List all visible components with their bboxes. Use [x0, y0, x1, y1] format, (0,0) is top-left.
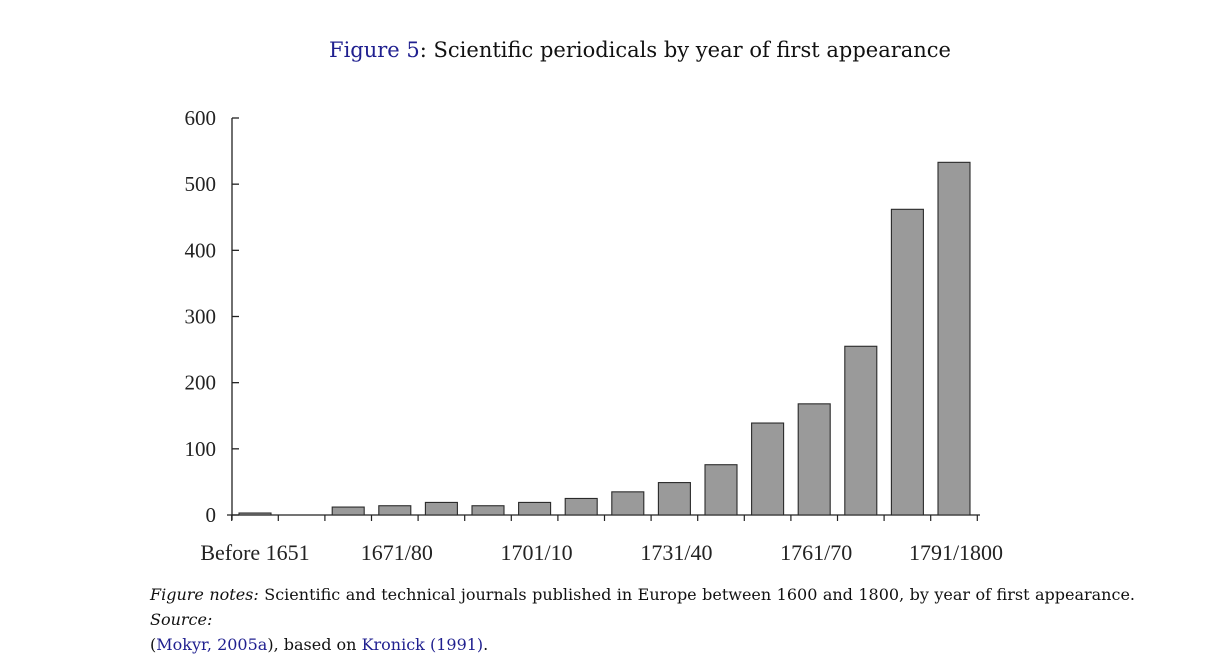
- bar-1671-80: [378, 505, 412, 516]
- bar-1731-40: [657, 482, 691, 516]
- notes-text: Scientific and technical journals publis…: [264, 585, 1136, 604]
- y-tick-label: 500: [185, 172, 217, 196]
- x-tick-label: 1761/70: [780, 540, 852, 565]
- bar-1701-10: [518, 501, 552, 516]
- bar-1791-1800: [937, 161, 971, 516]
- figure-notes: Figure notes: Scientific and technical j…: [150, 582, 1135, 657]
- y-tick-label: 600: [185, 106, 217, 130]
- figure-label-separator: :: [419, 38, 427, 62]
- figure-title: Figure 5: Scientific periodicals by year…: [0, 38, 1220, 62]
- bar-chart: 0 100 200 300 400 500 600 Before 1651 1671/80 17…: [185, 106, 1004, 565]
- y-tick-label: 0: [206, 503, 217, 527]
- y-axis: 0 100 200 300 400 500 600: [185, 106, 239, 527]
- bar-1681-90: [424, 501, 458, 516]
- bars: [238, 161, 971, 516]
- bar-before-1651: [238, 512, 272, 516]
- notes-label: Figure notes:: [150, 585, 259, 604]
- bar-1771-80: [844, 345, 878, 516]
- bar-1661-70: [331, 506, 365, 516]
- y-tick-label: 100: [185, 437, 217, 461]
- x-tick-label: 1791/1800: [909, 540, 1003, 565]
- figure-title-text: Scientific periodicals by year of first …: [433, 38, 951, 62]
- bar-1781-90: [890, 208, 924, 516]
- x-tick-label: 1731/40: [640, 540, 712, 565]
- source-end: .: [483, 635, 489, 654]
- x-tick-label: 1671/80: [361, 540, 433, 565]
- bar-1711-20: [564, 497, 598, 516]
- source-open: (: [150, 635, 157, 654]
- source-mid: ), based on: [267, 635, 362, 654]
- bar-1761-70: [797, 403, 831, 516]
- x-tick-label: 1701/10: [501, 540, 573, 565]
- y-tick-label: 200: [185, 371, 217, 395]
- bar-1741-50: [704, 464, 738, 516]
- bar-1691-1700: [471, 505, 505, 516]
- figure-label: Figure 5: [329, 38, 420, 62]
- source-label: Source:: [150, 610, 213, 629]
- x-tick-label: Before 1651: [200, 540, 309, 565]
- y-tick-label: 400: [185, 238, 217, 262]
- x-axis: [227, 514, 980, 521]
- y-tick-label: 300: [185, 305, 217, 329]
- bar-1751-60: [751, 422, 785, 516]
- x-tick-labels: Before 1651 1671/80 1701/10 1731/40 1761/70 1…: [200, 540, 1003, 565]
- source-citation-kronick[interactable]: Kronick (1991): [361, 635, 484, 654]
- source-citation-mokyr[interactable]: Mokyr, 2005a: [156, 635, 268, 654]
- bar-1721-30: [611, 491, 645, 516]
